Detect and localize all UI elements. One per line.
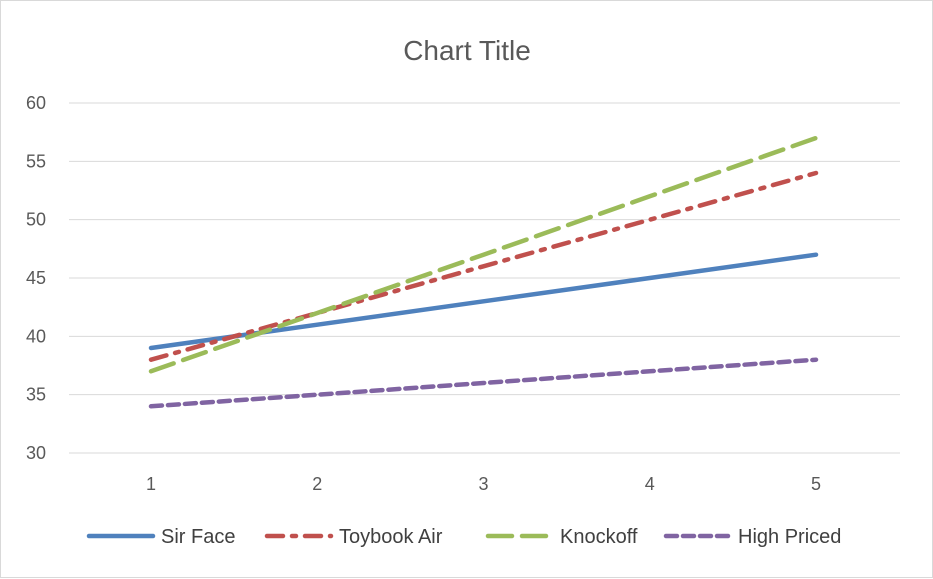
legend-label: Knockoff xyxy=(560,526,638,548)
x-tick-label: 2 xyxy=(312,474,322,494)
series-line-high-priced xyxy=(148,357,819,409)
x-tick-label: 3 xyxy=(478,474,488,494)
series-line-toybook-air xyxy=(148,170,819,362)
y-axis-ticks: 30 35 40 45 50 55 60 xyxy=(26,93,46,463)
legend: Sir Face Toybook Air Knockoff High Priced xyxy=(86,526,841,548)
legend-label: High Priced xyxy=(738,526,841,548)
y-tick-label: 30 xyxy=(26,443,46,463)
y-tick-label: 35 xyxy=(26,385,46,405)
series-lines xyxy=(148,135,819,409)
series-line-knockoff xyxy=(148,135,819,374)
chart-title: Chart Title xyxy=(403,35,531,66)
y-tick-label: 60 xyxy=(26,93,46,113)
legend-label: Toybook Air xyxy=(339,526,443,548)
gridlines xyxy=(69,102,900,454)
y-tick-label: 40 xyxy=(26,326,46,346)
x-tick-label: 5 xyxy=(811,474,821,494)
x-axis-ticks: 1 2 3 4 5 xyxy=(146,474,821,494)
x-tick-label: 1 xyxy=(146,474,156,494)
y-tick-label: 45 xyxy=(26,268,46,288)
legend-label: Sir Face xyxy=(161,526,235,548)
x-tick-label: 4 xyxy=(645,474,655,494)
y-tick-label: 50 xyxy=(26,210,46,230)
y-tick-label: 55 xyxy=(26,151,46,171)
